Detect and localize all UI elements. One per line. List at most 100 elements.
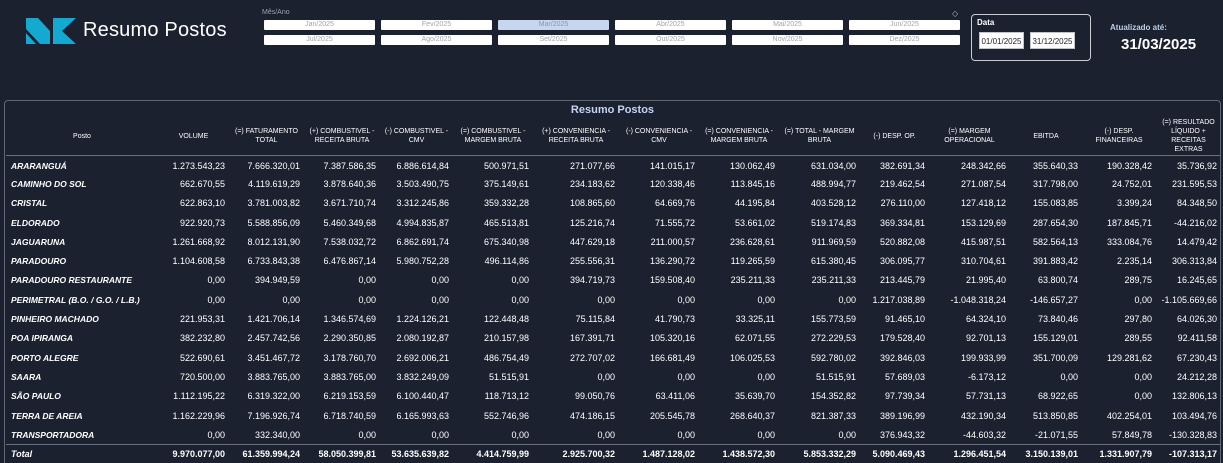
column-header[interactable]: (=) CONVENIENCIA - MARGEM BRUTA — [699, 118, 779, 156]
month-option[interactable]: Jun/2025 — [849, 20, 960, 30]
value-cell: 402.254,01 — [1106, 410, 1152, 421]
value-cell: 71.555,72 — [654, 217, 695, 228]
value-cell: 6.476.867,14 — [323, 256, 376, 267]
value-cell: 35.639,70 — [734, 391, 775, 402]
table-row[interactable]: PARADOURO RESTAURANTE 0,00 394.949,59 0,00 0… — [6, 271, 1221, 290]
value-cell: 0,00 — [677, 294, 695, 305]
table-row[interactable]: PINHEIRO MACHADO 221.953,31 1.421.706,14 1.… — [6, 309, 1221, 328]
value-cell: 403.528,12 — [810, 198, 856, 209]
value-cell: 631.034,00 — [810, 161, 856, 172]
value-cell: 922.920,73 — [179, 217, 225, 228]
posto-name-cell: PORTO ALEGRE — [11, 352, 79, 363]
column-header[interactable]: Posto — [6, 118, 158, 156]
table-row[interactable]: POA IPIRANGA 382.232,80 2.457.742,56 2.290.… — [6, 329, 1221, 348]
value-cell: 64.669,76 — [654, 198, 695, 209]
value-cell: 6.862.691,74 — [396, 236, 449, 247]
table-row[interactable]: CAMINHO DO SOL 662.670,55 4.119.619,29 3.87… — [6, 174, 1221, 193]
date-end-input[interactable]: 31/12/2025 — [1030, 32, 1075, 49]
value-cell: 432.190,34 — [960, 410, 1006, 421]
column-header[interactable]: EBITDA — [1010, 118, 1082, 156]
posto-name-cell: ARARANGUÁ — [11, 161, 67, 172]
table-row[interactable]: PARADOURO 1.104.608,58 6.733.843,38 6.476.8… — [6, 251, 1221, 270]
table-row[interactable]: ELDORADO 922.920,73 5.588.856,09 5.460.349,… — [6, 213, 1221, 232]
column-header[interactable]: (=) FATURAMENTO TOTAL — [229, 118, 304, 156]
table-row[interactable]: PERIMETRAL (B.O. / G.O. / L.B.) 0,00 0,00 0… — [6, 290, 1221, 309]
table-row[interactable]: ARARANGUÁ 1.273.543,23 7.666.320,01 7.387.5… — [6, 155, 1221, 174]
value-cell: 297,80 — [1124, 314, 1152, 325]
table-row[interactable]: TERRA DE AREIA 1.162.229,96 7.196.926,74 6.… — [6, 406, 1221, 425]
value-cell: 582.564,13 — [1032, 236, 1078, 247]
value-cell: 63.800,74 — [1037, 275, 1078, 286]
value-cell: -44.216,02 — [1173, 217, 1217, 228]
value-cell: 552.746,96 — [483, 410, 529, 421]
value-cell: 129.281,62 — [1106, 352, 1152, 363]
value-cell: 3.451.467,72 — [247, 352, 300, 363]
column-header[interactable]: (=) RESULTADO LÍQUIDO + RECEITAS EXTRAS — [1156, 118, 1221, 156]
month-option[interactable]: Jan/2025 — [264, 20, 375, 30]
table-row[interactable]: SÃO PAULO 1.112.195,22 6.319.322,00 6.219.1… — [6, 387, 1221, 406]
total-value-cell: 1.438.572,30 — [699, 443, 779, 463]
posto-name-cell: CRISTAL — [11, 198, 48, 209]
value-cell: 0,00 — [431, 294, 449, 305]
total-value-cell: 4.414.759,99 — [453, 443, 533, 463]
column-header[interactable]: (+) COMBUSTIVEL - RECEITA BRUTA — [304, 118, 380, 156]
value-cell: 0,00 — [1060, 371, 1078, 382]
value-cell: 187.845,71 — [1106, 217, 1152, 228]
date-start-input[interactable]: 01/01/2025 — [979, 32, 1024, 49]
column-header[interactable]: (-) CONVENIENCIA - CMV — [619, 118, 699, 156]
month-option[interactable]: Mar/2025 — [498, 20, 609, 30]
value-cell: 0,00 — [358, 429, 376, 440]
value-cell: 155.083,85 — [1032, 198, 1078, 209]
value-cell: 391.883,42 — [1032, 256, 1078, 267]
posto-name-cell: CAMINHO DO SOL — [11, 178, 87, 189]
month-option[interactable]: Out/2025 — [615, 35, 726, 45]
column-header[interactable]: (=) TOTAL - MARGEM BRUTA — [779, 118, 860, 156]
value-cell: 389.196,99 — [879, 410, 925, 421]
column-header[interactable]: (+) CONVENIENCIA - RECEITA BRUTA — [533, 118, 619, 156]
month-option[interactable]: Abr/2025 — [615, 20, 726, 30]
value-cell: 1.217.038,89 — [872, 294, 925, 305]
column-header[interactable]: VOLUME — [158, 118, 229, 156]
table-row[interactable]: JAGUARUNA 1.261.668,92 8.012.131,90 7.538.0… — [6, 232, 1221, 251]
value-cell: 92.411,58 — [1177, 333, 1217, 344]
month-option[interactable]: Dez/2025 — [849, 35, 960, 45]
value-cell: 64.324,10 — [965, 314, 1006, 325]
posto-name-cell: TERRA DE AREIA — [11, 410, 83, 421]
value-cell: 0,00 — [757, 371, 775, 382]
column-header[interactable]: (-) DESP. FINANCEIRAS — [1082, 118, 1156, 156]
column-header[interactable]: (=) MARGEM OPERACIONAL — [929, 118, 1010, 156]
value-cell: 97.739,34 — [884, 391, 925, 402]
table-row[interactable]: PORTO ALEGRE 522.690,61 3.451.467,72 3.178.… — [6, 348, 1221, 367]
column-header[interactable]: (=) COMBUSTIVEL - MARGEM BRUTA — [453, 118, 533, 156]
posto-name-cell: PARADOURO — [11, 256, 67, 267]
table-row[interactable]: CRISTAL 622.863,10 3.781.003,82 3.671.710,7… — [6, 194, 1221, 213]
table-row[interactable]: TRANSPORTADORA 0,00 332.340,00 0,00 0,00 0,00… — [6, 425, 1221, 444]
value-cell: 0,00 — [282, 294, 300, 305]
month-option[interactable]: Fev/2025 — [381, 20, 492, 30]
period-filter-label: Mês/Ano — [262, 9, 290, 16]
value-cell: 68.922,65 — [1037, 391, 1078, 402]
summary-table: Posto VOLUME (=) FATURAMENTO TOTAL (+) COMB… — [6, 118, 1221, 463]
value-cell: -44.603,32 — [962, 429, 1006, 440]
eraser-icon[interactable]: ◇ — [952, 9, 959, 18]
column-header[interactable]: (-) DESP. OP. — [860, 118, 929, 156]
value-cell: 0,00 — [597, 294, 615, 305]
column-header[interactable]: (-) COMBUSTIVEL - CMV — [380, 118, 453, 156]
month-option[interactable]: Jul/2025 — [264, 35, 375, 45]
value-cell: 136.290,72 — [649, 256, 695, 267]
table-total-row: Total 9.970.077,00 61.359.994,24 58.050.399… — [6, 443, 1221, 463]
posto-name-cell: JAGUARUNA — [11, 236, 66, 247]
month-option[interactable]: Mai/2025 — [732, 20, 843, 30]
value-cell: 675.340,98 — [483, 236, 529, 247]
value-cell: 122.448,48 — [483, 314, 529, 325]
table-row[interactable]: SAARA 720.500,00 3.883.765,00 3.883.765,00 3… — [6, 367, 1221, 386]
value-cell: 103.494,76 — [1171, 410, 1217, 421]
month-option[interactable]: Ago/2025 — [381, 35, 492, 45]
month-option[interactable]: Nov/2025 — [732, 35, 843, 45]
month-option[interactable]: Set/2025 — [498, 35, 609, 45]
posto-name-cell: ELDORADO — [11, 217, 60, 228]
value-cell: 155.773,59 — [810, 314, 856, 325]
value-cell: 154.352,82 — [810, 391, 856, 402]
value-cell: 0,00 — [207, 275, 225, 286]
value-cell: 0,00 — [677, 371, 695, 382]
